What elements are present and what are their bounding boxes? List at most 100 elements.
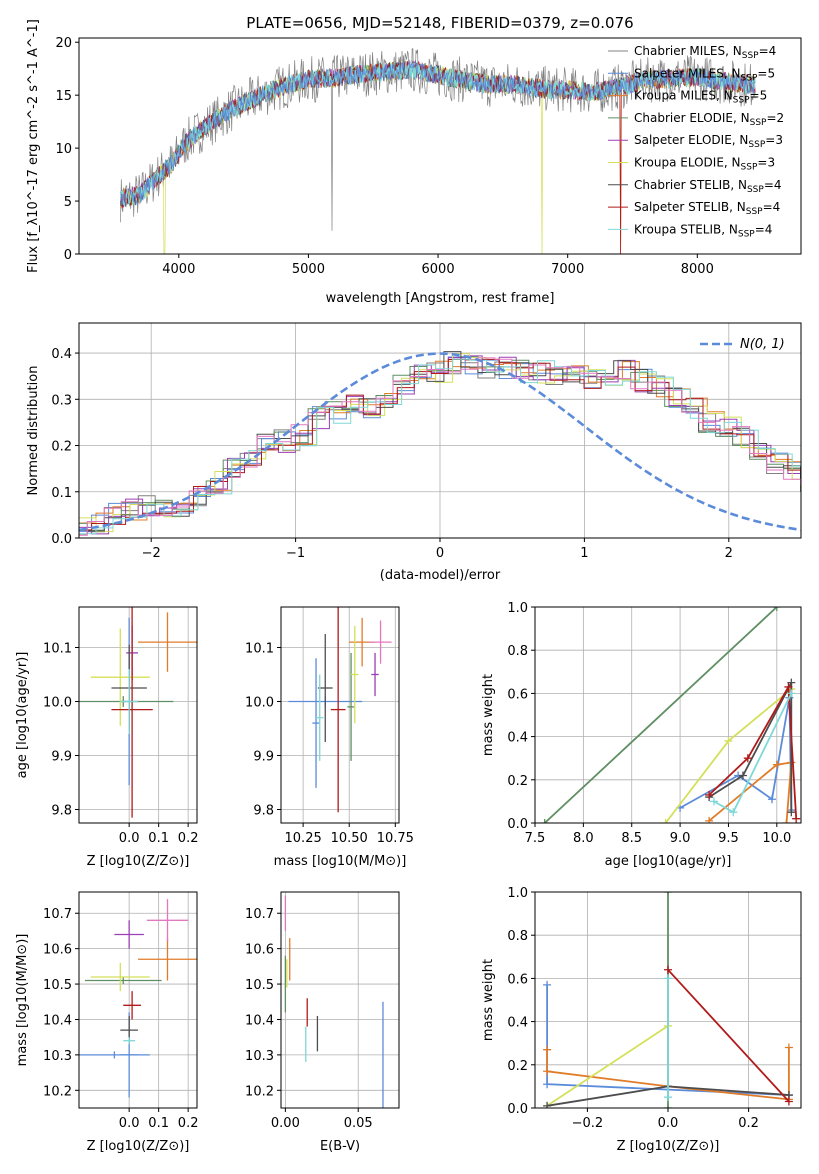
tick-label-y: 10 [55, 142, 72, 157]
tick-label-x: −0.2 [572, 1116, 604, 1131]
legend-name: Chabrier ELODIE, N [634, 111, 750, 125]
plot-area [288, 607, 392, 813]
tick-label-y: 0.2 [507, 1059, 528, 1074]
legend-name: Chabrier STELIB, N [634, 178, 747, 192]
legend-tail: =4 [759, 44, 777, 58]
tick-label-x: 0.1 [148, 831, 169, 846]
tick-label-x: 10.75 [377, 831, 414, 846]
tick-label-y: 0.0 [507, 817, 528, 832]
weight-series [708, 683, 798, 819]
spectrum-series [120, 61, 756, 206]
y-axis-label: Flux [f_λ10^-17 erg cm^-2 s^-1 A^-1] [26, 19, 41, 273]
axes-frame [78, 37, 802, 255]
x-axis-label: (data-model)/error [380, 568, 501, 583]
weight-marker [787, 678, 796, 687]
panel-3: 0.0 0.1 0.2 9.8 9.9 10.0 10.1 Z [log10(Z/Z⊙)] ag… [15, 606, 198, 869]
x-axis-label: Z [log10(Z/Z⊙)] [87, 854, 190, 869]
histogram-series [79, 356, 801, 531]
tick-label-y: 10.2 [43, 1084, 72, 1099]
weight-marker [661, 819, 670, 823]
legend-label: Salpeter STELIB, NSSP=4 [634, 200, 780, 217]
tick-label-x: 7000 [551, 262, 584, 277]
y-axis-label: Normed distribution [26, 366, 41, 496]
weight-marker [772, 607, 781, 611]
legend-label: Salpeter MILES, NSSP=5 [634, 66, 775, 83]
weight-marker [543, 1067, 552, 1076]
weight-marker [540, 819, 549, 823]
tick-label-x: 6000 [422, 262, 455, 277]
legend-tail: =4 [764, 178, 782, 192]
tick-label-x: 8000 [681, 262, 714, 277]
tick-label-y: 5 [64, 195, 72, 210]
weight-marker [664, 974, 672, 983]
weight-marker [664, 965, 672, 974]
normal-curve [79, 352, 801, 532]
legend-label: Kroupa MILES, NSSP=5 [634, 89, 767, 106]
weight-marker [787, 689, 796, 698]
tick-label-x: 1 [580, 546, 588, 561]
tick-label-x: 9.0 [670, 831, 691, 846]
tick-label-y: 0.1 [51, 486, 72, 501]
legend-label: Chabrier STELIB, NSSP=4 [634, 178, 782, 195]
x-axis-label: mass [log10(M/M⊙)] [274, 854, 407, 869]
tick-label-x: 5000 [292, 262, 325, 277]
panel-5: 7.5 8.0 8.5 9.0 9.5 10.0 0.0 0.2 0.4 0.6 0.8 1.0 age… [481, 601, 802, 869]
legend-name: Chabrier MILES, N [634, 44, 742, 58]
tick-label-x: 8.0 [573, 831, 594, 846]
legend-tail: =3 [765, 133, 783, 147]
panel-2: −2 −1 0 1 2 0.0 0.1 0.2 0.3 0.4 (data-model)/error… [26, 322, 802, 583]
tick-label-y: 1.0 [507, 601, 528, 616]
tick-label-x: 0.00 [271, 1116, 300, 1131]
tick-label-y: 10.2 [245, 1084, 274, 1099]
tick-label-y: 10.4 [245, 1013, 274, 1028]
plot-area [543, 892, 793, 1108]
tick-label-x: −2 [142, 546, 161, 561]
legend-sub: SSP [746, 207, 763, 217]
legend-tail: =4 [755, 222, 773, 236]
weight-marker [784, 1043, 793, 1052]
legend-sub: SSP [733, 96, 750, 106]
tick-label-y: 0 [64, 248, 72, 263]
tick-label-y: 10.4 [43, 1013, 72, 1028]
weight-marker [664, 892, 672, 896]
x-axis-label: E(B-V) [320, 1139, 360, 1154]
tick-label-x: 0 [436, 546, 444, 561]
axes-frame [280, 606, 400, 824]
tick-label-x: 0.0 [119, 1116, 140, 1131]
tick-label-x: 0.05 [344, 1116, 373, 1131]
tick-label-x: 0.0 [658, 1116, 679, 1131]
legend-tail: =4 [763, 200, 781, 214]
tick-label-x: 7.5 [525, 831, 546, 846]
tick-label-y: 0.2 [51, 440, 72, 455]
tick-label-y: 10.1 [245, 642, 274, 657]
legend-label: Salpeter ELODIE, NSSP=3 [634, 133, 783, 150]
tick-label-y: 0.4 [51, 347, 72, 362]
legend-label: Chabrier MILES, NSSP=4 [634, 44, 776, 61]
panel-7: 0.00 0.05 10.2 10.3 10.4 10.5 10.6 10.7 E(B-V) [245, 891, 400, 1154]
plot-area [79, 351, 801, 536]
tick-label-y: 0.6 [507, 687, 528, 702]
tick-label-y: 10.5 [43, 978, 72, 993]
tick-label-x: 10.0 [762, 831, 791, 846]
legend-tail: =5 [757, 66, 775, 80]
tick-label-x: 9.5 [718, 831, 739, 846]
plot-area [79, 899, 197, 1098]
weight-marker [705, 816, 714, 823]
tick-label-x: 10.50 [331, 831, 368, 846]
legend-tail: =3 [757, 156, 775, 170]
legend-sub: SSP [747, 185, 764, 195]
weight-marker [782, 819, 791, 823]
tick-label-y: 20 [55, 36, 72, 51]
panel-8: −0.2 0.0 0.2 0.0 0.2 0.4 0.6 0.8 1.0 Z [log10(Z/Z… [481, 886, 802, 1154]
weight-marker [729, 808, 738, 817]
tick-label-y: 10.3 [43, 1049, 72, 1064]
tick-label-x: 4000 [162, 262, 195, 277]
x-axis-label: age [log10(age/yr)] [605, 854, 732, 869]
legend-sub: SSP [750, 118, 767, 128]
legend-sub: SSP [742, 51, 759, 61]
tick-label-y: 0.4 [507, 731, 528, 746]
tick-label-y: 10.1 [43, 642, 72, 657]
y-axis-label: mass weight [481, 959, 496, 1041]
tick-label-y: 9.8 [253, 804, 274, 819]
histogram-series [79, 360, 801, 524]
